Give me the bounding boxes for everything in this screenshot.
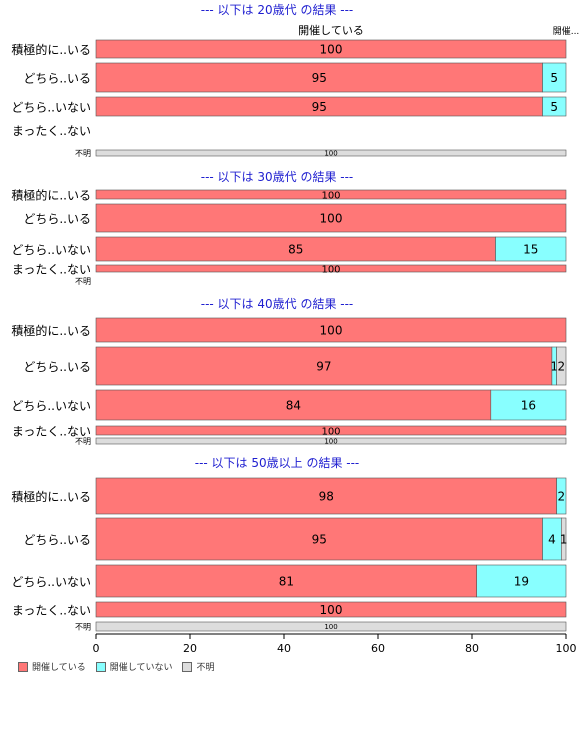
data-label: 2 bbox=[557, 490, 565, 504]
panel-title: --- 以下は 30歳代 の結果 --- bbox=[201, 170, 354, 184]
data-label: 4 bbox=[548, 533, 556, 547]
legend: 開催している 開催していない 不明 bbox=[18, 660, 214, 673]
data-label: 5 bbox=[550, 71, 558, 85]
bar-segment bbox=[95, 189, 567, 200]
bar-segment bbox=[95, 317, 567, 343]
x-tick-label: 80 bbox=[465, 642, 479, 655]
legend-item-not-held: 開催していない bbox=[95, 660, 173, 673]
x-tick-label: 60 bbox=[371, 642, 385, 655]
row-label: 不明 bbox=[75, 437, 91, 446]
bar-segment bbox=[556, 477, 567, 515]
data-label: 5 bbox=[550, 100, 558, 114]
data-label: 100 bbox=[320, 43, 343, 57]
data-label: 84 bbox=[286, 399, 301, 413]
top-label-right: 開催... bbox=[553, 25, 580, 37]
x-tick-label: 100 bbox=[556, 642, 577, 655]
data-label: 2 bbox=[557, 360, 565, 374]
legend-item-held: 開催している bbox=[18, 660, 86, 673]
row-label: 不明 bbox=[75, 623, 91, 632]
row-label: どちら..いる bbox=[23, 72, 91, 86]
row-label: どちら..いる bbox=[23, 360, 91, 374]
bar-segment bbox=[95, 203, 567, 233]
data-label: 81 bbox=[279, 575, 294, 589]
row-label: 積極的に..いる bbox=[11, 188, 91, 203]
panel-title: --- 以下は 20歳代 の結果 --- bbox=[201, 3, 354, 17]
legend-label-not-held: 開催していない bbox=[109, 663, 173, 673]
row-label: どちら..いない bbox=[11, 399, 91, 413]
data-label: 100 bbox=[321, 426, 340, 437]
legend-label-held: 開催している bbox=[32, 663, 86, 673]
bar-segment bbox=[95, 346, 553, 386]
x-tick-label: 40 bbox=[277, 642, 291, 655]
data-label: 100 bbox=[321, 190, 340, 201]
bar-segment bbox=[542, 62, 567, 93]
bar-segment bbox=[95, 601, 567, 618]
row-label: 不明 bbox=[75, 277, 91, 286]
top-label-center: 開催している bbox=[298, 23, 364, 37]
data-label: 100 bbox=[324, 623, 337, 631]
data-label: 98 bbox=[319, 490, 334, 504]
legend-swatch-not-held bbox=[95, 661, 106, 672]
data-label: 95 bbox=[312, 71, 327, 85]
legend-label-unknown: 不明 bbox=[196, 663, 215, 673]
legend-item-unknown: 不明 bbox=[182, 660, 214, 673]
bar-segment bbox=[95, 264, 567, 273]
data-label: 100 bbox=[321, 264, 340, 275]
bar-segment bbox=[95, 425, 567, 436]
bar-segment bbox=[95, 477, 557, 515]
row-label: 積極的に..いる bbox=[11, 323, 91, 338]
data-label: 95 bbox=[312, 533, 327, 547]
data-label: 1 bbox=[560, 533, 568, 547]
bar-segment bbox=[490, 389, 567, 421]
row-label: まったく..ない bbox=[12, 124, 91, 138]
bar-segment bbox=[542, 96, 567, 117]
data-label: 1 bbox=[550, 360, 558, 374]
row-label: まったく..ない bbox=[12, 604, 91, 618]
bar-segment bbox=[95, 564, 478, 598]
row-label: 積極的に..いる bbox=[11, 489, 91, 504]
bar-segment bbox=[95, 39, 567, 59]
data-label: 95 bbox=[312, 100, 327, 114]
row-label: どちら..いない bbox=[11, 101, 91, 115]
bar-segment bbox=[95, 62, 543, 93]
data-label: 100 bbox=[320, 603, 343, 617]
data-label: 15 bbox=[523, 243, 538, 257]
row-label: まったく..ない bbox=[12, 263, 91, 277]
bar-segment bbox=[560, 517, 567, 561]
bar-segment bbox=[556, 346, 567, 386]
panel-title: --- 以下は 50歳以上 の結果 --- bbox=[195, 456, 360, 470]
legend-swatch-held bbox=[18, 661, 28, 672]
data-label: 100 bbox=[324, 438, 337, 446]
bar-segment bbox=[95, 149, 567, 157]
data-label: 100 bbox=[324, 150, 337, 158]
bar-segment bbox=[95, 236, 496, 262]
legend-swatch-unknown bbox=[182, 661, 193, 672]
row-label: どちら..いる bbox=[23, 212, 91, 226]
data-label: 97 bbox=[316, 360, 331, 374]
bar-segment bbox=[95, 437, 567, 445]
bar-segment bbox=[95, 517, 543, 561]
row-label: どちら..いる bbox=[23, 533, 91, 547]
x-tick-label: 0 bbox=[93, 642, 100, 655]
row-label: どちら..いない bbox=[11, 575, 91, 589]
row-label: どちら..いない bbox=[11, 243, 91, 257]
bar-segment bbox=[95, 389, 492, 421]
data-label: 85 bbox=[288, 243, 303, 257]
row-label: 不明 bbox=[75, 149, 91, 158]
data-label: 100 bbox=[320, 324, 343, 338]
data-label: 16 bbox=[521, 399, 536, 413]
row-label: まったく..ない bbox=[12, 425, 91, 439]
bar-segment bbox=[495, 236, 567, 262]
data-label: 19 bbox=[514, 575, 529, 589]
data-label: 100 bbox=[320, 212, 343, 226]
bar-segment bbox=[95, 621, 567, 632]
x-tick-label: 20 bbox=[183, 642, 197, 655]
bar-segment bbox=[476, 564, 567, 598]
row-label: 積極的に..いる bbox=[11, 42, 91, 57]
panel-title: --- 以下は 40歳代 の結果 --- bbox=[201, 297, 354, 311]
